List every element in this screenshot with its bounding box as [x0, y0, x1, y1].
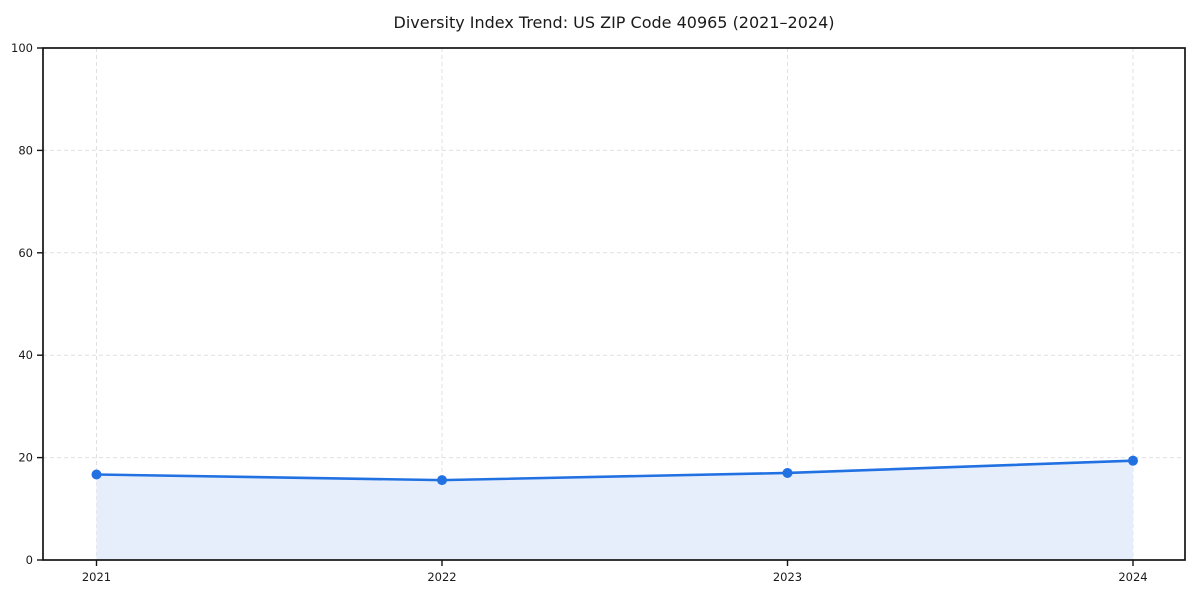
y-tick-label: 80: [18, 143, 33, 157]
area-fill: [96, 460, 1133, 560]
x-tick-label: 2022: [427, 570, 456, 584]
y-tick-label: 20: [18, 451, 33, 465]
plot-border: [42, 47, 1186, 561]
chart-title: Diversity Index Trend: US ZIP Code 40965…: [394, 13, 835, 32]
data-point-2021: [91, 469, 102, 480]
y-tick-label: 0: [26, 553, 33, 567]
data-point-2023: [782, 467, 793, 478]
data-point-2022: [437, 475, 447, 486]
data-point-2024: [1128, 455, 1138, 466]
plot-layer: 0 20 40 60 80 100 2021 2022 2023 2024: [11, 41, 1186, 584]
y-tick-label: 60: [18, 246, 33, 260]
y-tick-label: 40: [18, 348, 33, 362]
y-tick-label: 100: [11, 41, 33, 55]
x-tick-label: 2023: [773, 570, 802, 584]
x-tick-label: 2021: [82, 570, 111, 584]
x-tick-label: 2024: [1118, 570, 1147, 584]
trend-line: [95, 459, 1135, 482]
